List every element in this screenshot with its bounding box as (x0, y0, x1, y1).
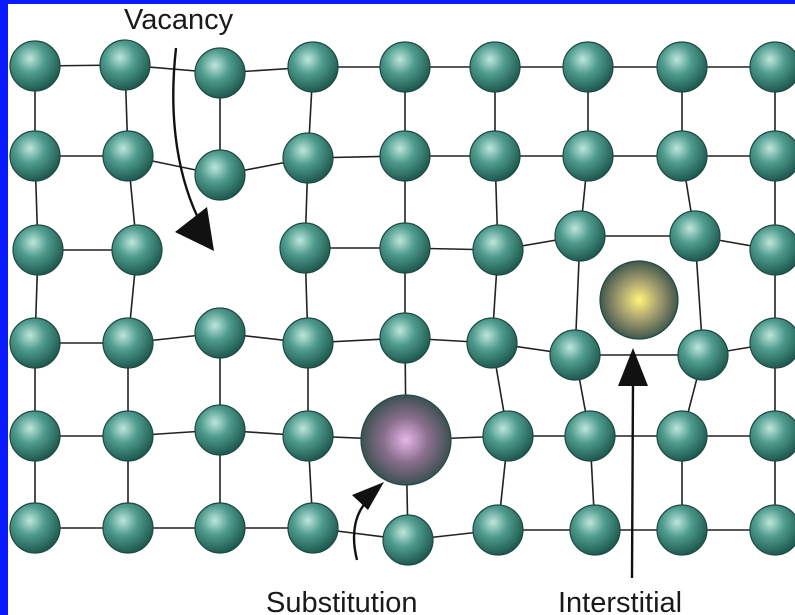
host-atom (194, 502, 246, 554)
substitution-arrow (352, 482, 384, 561)
host-atom (9, 40, 61, 92)
host-atom (749, 224, 795, 276)
host-atom (12, 224, 64, 276)
host-atom (111, 224, 163, 276)
host-atom (9, 410, 61, 462)
vacancy-arrow (172, 47, 214, 251)
host-atom (677, 329, 729, 381)
host-atom (99, 39, 151, 91)
host-atom (749, 317, 795, 369)
host-atom (656, 504, 708, 556)
interstitial-arrow (618, 348, 648, 579)
host-atom (562, 130, 614, 182)
host-atom (562, 41, 614, 93)
interstitial-atom (599, 260, 679, 340)
host-atom (282, 410, 334, 462)
host-atom (482, 410, 534, 462)
host-atom (102, 410, 154, 462)
host-atom (749, 130, 795, 182)
host-atom (382, 514, 434, 566)
vacancy-label: Vacancy (124, 4, 234, 36)
host-atom (9, 502, 61, 554)
host-atom (469, 130, 521, 182)
host-atom (9, 317, 61, 369)
host-atom (549, 329, 601, 381)
host-atom (469, 41, 521, 93)
lattice-atoms (9, 39, 795, 566)
host-atom (569, 504, 621, 556)
host-atom (379, 41, 431, 93)
interstitial-label: Interstitial (558, 587, 682, 615)
host-atom (669, 210, 721, 262)
host-atom (379, 312, 431, 364)
host-atom (194, 307, 246, 359)
host-atom (279, 222, 331, 274)
substitution-label: Substitution (266, 587, 418, 615)
host-atom (656, 410, 708, 462)
host-atom (102, 317, 154, 369)
host-atom (194, 404, 246, 456)
substitution-atom (360, 394, 452, 486)
host-atom (466, 317, 518, 369)
host-atom (287, 41, 339, 93)
host-atom (749, 504, 795, 556)
host-atom (379, 130, 431, 182)
host-atom (656, 41, 708, 93)
host-atom (9, 130, 61, 182)
host-atom (749, 410, 795, 462)
host-atom (472, 504, 524, 556)
host-atom (656, 130, 708, 182)
host-atom (194, 149, 246, 201)
host-atom (194, 47, 246, 99)
host-atom (379, 222, 431, 274)
host-atom (282, 317, 334, 369)
host-atom (282, 132, 334, 184)
host-atom (102, 130, 154, 182)
host-atom (287, 502, 339, 554)
host-atom (472, 224, 524, 276)
host-atom (564, 410, 616, 462)
host-atom (554, 210, 606, 262)
host-atom (102, 502, 154, 554)
host-atom (749, 41, 795, 93)
